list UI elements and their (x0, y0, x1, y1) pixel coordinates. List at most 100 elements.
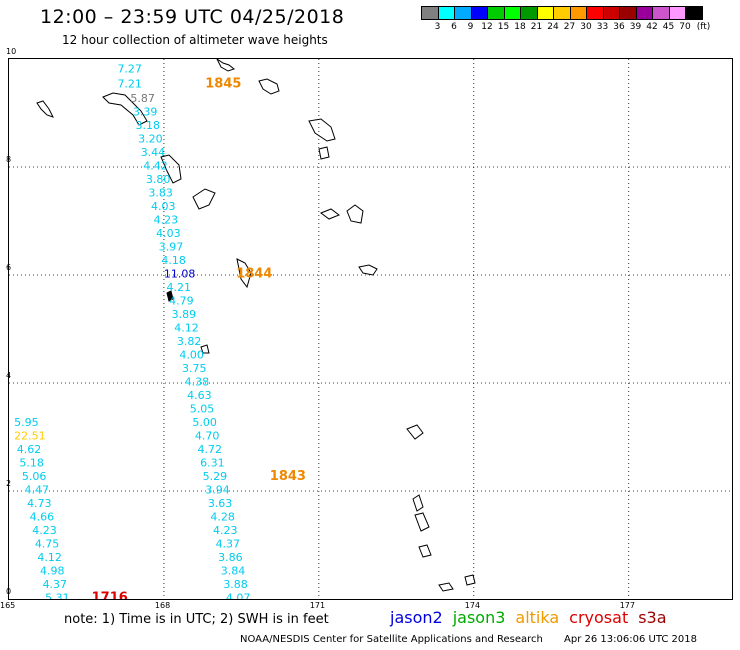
pass-time-label: 1843 (270, 469, 306, 484)
satellite-legend: jason2 jason3 altika cryosat s3a (390, 608, 677, 627)
wave-height-reading: 4.38 (185, 376, 210, 389)
wave-height-reading: 5.00 (192, 416, 217, 429)
legend-tick-label: 45 (662, 22, 675, 32)
pass-time-label: 1845 (205, 77, 241, 92)
wave-height-reading: 5.31 (45, 592, 70, 599)
legend-swatch (487, 6, 505, 20)
satellite-cryosat: cryosat (569, 608, 629, 627)
y-axis-label: 2 (6, 479, 12, 488)
wave-height-reading: 4.07 (226, 592, 251, 599)
wave-height-reading: 4.00 (179, 349, 204, 362)
islands (36, 59, 476, 592)
satellite-s3a: s3a (638, 608, 667, 627)
wave-height-reading: 5.87 (130, 92, 155, 105)
wave-height-reading: 5.05 (190, 403, 215, 416)
island-outline (258, 78, 280, 95)
wave-height-reading: 5.18 (19, 457, 44, 470)
legend-swatch (454, 6, 472, 20)
legend-tick-label: (ft) (696, 22, 711, 32)
legend-swatch (619, 6, 637, 20)
legend-swatch (668, 6, 686, 20)
wave-height-reading: 4.37 (43, 578, 68, 591)
legend-tick-label: 70 (679, 22, 691, 32)
wave-height-reading: 4.18 (161, 254, 186, 267)
island-outline (414, 512, 430, 532)
wave-height-reading: 3.84 (221, 565, 246, 578)
legend-tick-label: 42 (646, 22, 658, 32)
legend-swatch (586, 6, 604, 20)
wave-height-reading: 4.79 (169, 295, 194, 308)
wave-height-reading: 22.51 (14, 430, 45, 443)
wave-height-reading: 3.97 (159, 241, 184, 254)
wave-height-reading: 5.06 (22, 470, 47, 483)
wave-height-reading: 11.08 (164, 268, 196, 281)
wave-height-reading: 3.86 (218, 551, 243, 564)
island-outline (36, 100, 54, 118)
wave-height-reading: 5.95 (14, 416, 38, 429)
island-outline (236, 258, 252, 289)
page-title: 12:00 – 23:59 UTC 04/25/2018 (40, 6, 345, 28)
legend-swatch (602, 6, 620, 20)
legend-tick-label: 6 (451, 22, 457, 32)
legend-tick-label: 3 (434, 22, 441, 32)
wave-height-reading: 4.63 (187, 389, 212, 402)
wave-height-reading: 4.73 (27, 497, 52, 510)
wave-height-reading: 3.63 (208, 497, 233, 510)
wave-height-reading: 4.62 (17, 443, 42, 456)
island-outline (358, 264, 378, 276)
legend-swatch (652, 6, 670, 20)
grid-lines (9, 59, 732, 599)
wave-height-reading: 3.18 (136, 119, 161, 132)
island-outline (418, 544, 432, 558)
map-panel[interactable]: 7.27 7.21 5.87 3.39 3.18 3.20 3.44 4.42 3.80 3.83… (0, 47, 733, 610)
wave-height-reading: 4.23 (32, 524, 57, 537)
island-outline (200, 344, 210, 354)
wave-height-reading: 7.21 (117, 78, 142, 91)
wave-height-reading: 4.03 (151, 200, 176, 213)
satellite-altika: altika (515, 608, 560, 627)
pass-time-label: 1844 (236, 267, 272, 282)
island-outline (438, 582, 454, 592)
island-outline (346, 204, 364, 224)
wave-height-reading: 3.39 (133, 106, 158, 119)
y-axis-label: 10 (6, 47, 17, 56)
legend-swatch (536, 6, 554, 20)
wave-height-reading: 4.37 (216, 538, 241, 551)
legend-swatch (685, 6, 703, 20)
altimeter-tracks: 7.27 7.215.873.393.183.203.444.423.803.83… (14, 63, 306, 600)
legend-swatch (520, 6, 538, 20)
wave-height-reading: 3.20 (138, 133, 163, 146)
wave-height-reading: 5.29 (203, 470, 228, 483)
y-axis-label: 6 (6, 263, 12, 272)
legend-tick-label: 15 (497, 22, 510, 32)
legend-tick-label: 36 (613, 22, 625, 32)
x-axis-label: 171 (309, 601, 326, 610)
legend-tick-label: 33 (596, 22, 609, 32)
island-outline (319, 208, 341, 220)
map-canvas[interactable]: 7.27 7.215.873.393.183.203.444.423.803.83… (9, 59, 732, 599)
wave-height-legend: 3 6 9 12 15 18 21 24 27 30 33 36 39 42 45 70 (ft) (421, 6, 710, 34)
legend-swatch (553, 6, 571, 20)
wave-height-reading: 4.98 (40, 565, 65, 578)
legend-swatch (421, 6, 439, 20)
legend-tick-label: 39 (629, 22, 642, 32)
credit-line: NOAA/NESDIS Center for Satellite Applica… (240, 634, 715, 645)
wave-height-reading: 4.23 (154, 214, 179, 227)
wave-height-reading: 4.75 (35, 538, 60, 551)
legend-tick-label: 18 (514, 22, 526, 32)
wave-height-reading: 4.42 (143, 160, 168, 173)
island-outline (412, 494, 424, 512)
legend-tick-label: 21 (530, 22, 543, 32)
legend-tick-label: 24 (547, 22, 559, 32)
wave-height-reading: 4.03 (156, 227, 181, 240)
legend-swatch (470, 6, 488, 20)
legend-swatch (569, 6, 587, 20)
wave-height-reading: 4.21 (167, 281, 192, 294)
wave-height-reading: 4.72 (197, 443, 222, 456)
island-outline (160, 154, 182, 184)
wave-height-reading: 4.28 (210, 511, 235, 524)
island-outline (406, 424, 424, 440)
wave-height-reading: 3.83 (148, 187, 173, 200)
wave-height-reading: 3.94 (205, 484, 230, 497)
legend-tick-label: 12 (481, 22, 493, 32)
